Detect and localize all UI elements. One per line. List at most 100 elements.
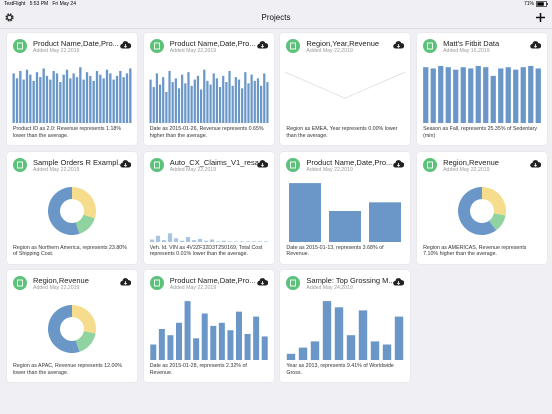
card-icon (423, 157, 438, 172)
bar (201, 313, 208, 360)
status-app: TestFlight (4, 1, 26, 7)
bar (251, 240, 256, 242)
bar (75, 77, 79, 123)
bar (262, 73, 266, 123)
download-button[interactable] (120, 41, 131, 49)
bar (183, 83, 187, 123)
project-card[interactable]: Region,Revenue Added May 22,2019 Region as… (7, 270, 137, 382)
bar (119, 70, 122, 123)
project-card[interactable]: Product Name,Date,Pro... Added May 22,201… (143, 270, 274, 382)
download-button[interactable] (256, 159, 268, 168)
bar (149, 239, 154, 242)
bar (180, 74, 183, 123)
card-caption: Region as Northern America, represents 2… (13, 244, 127, 258)
bar (112, 79, 115, 123)
bar (215, 78, 218, 123)
bar (95, 70, 99, 123)
download-button[interactable] (530, 159, 542, 168)
bar (239, 240, 244, 242)
donut-slice (75, 214, 95, 234)
download-button[interactable] (120, 159, 131, 168)
mini-chart (48, 186, 96, 235)
download-button[interactable] (256, 41, 268, 49)
card-title: Product Name,Date,Pro... (169, 39, 256, 48)
bar (174, 78, 177, 123)
bar (185, 236, 190, 242)
bar (105, 69, 109, 123)
bar (235, 311, 242, 360)
bar (247, 83, 250, 123)
project-card[interactable]: Product Name,Date,Pro... Added May 22,201… (143, 33, 274, 145)
card-caption: Region as AMERICAS, Revenue represents 7… (423, 244, 527, 258)
project-card[interactable]: Region,Year,Revenue Added May 22,2019 Regi… (280, 33, 411, 145)
download-button[interactable] (393, 159, 405, 168)
settings-button[interactable] (4, 12, 15, 23)
bar (32, 80, 35, 123)
bar (261, 336, 268, 360)
download-button[interactable] (393, 41, 405, 49)
card-icon (149, 276, 164, 290)
project-card[interactable]: Sample: Top Grossing M... Added May 24,20… (280, 270, 411, 382)
bar (359, 310, 368, 360)
project-card[interactable]: Sample Orders R Exampl... Added May 22,20… (7, 151, 137, 264)
bar (129, 68, 132, 123)
card-date: Added May 22,2019 (33, 166, 80, 173)
icon-glyph (290, 161, 297, 168)
nav-title: Projects (261, 13, 291, 22)
project-card[interactable]: Matt's Fitbit Data Added May 16,2019 Seaso… (417, 33, 548, 145)
cloud-arrow (260, 162, 264, 167)
bar (167, 232, 172, 242)
card-date: Added May 22,2019 (169, 285, 217, 291)
project-card[interactable]: Auto_CX_Claims_V1_resa... Added May 22,20… (143, 151, 274, 264)
bar (263, 240, 268, 242)
card-date: Added May 22,2019 (306, 48, 353, 54)
card-icon (286, 276, 301, 290)
icon-circle (423, 157, 438, 172)
bar (192, 338, 199, 360)
card-title: Sample: Top Grossing M... (306, 276, 395, 285)
bar (240, 88, 243, 123)
bar (513, 69, 519, 123)
bar (445, 67, 451, 123)
project-card[interactable]: Region,Revenue Added May 22,2019 Region as… (417, 151, 548, 264)
icon-glyph (17, 161, 23, 168)
bar (25, 69, 29, 123)
bar (187, 72, 190, 123)
status-date: Fri May 24 (52, 1, 76, 7)
download-button[interactable] (256, 278, 268, 286)
bar (383, 344, 392, 360)
download-button[interactable] (120, 278, 131, 286)
bar (323, 301, 332, 360)
status-left: TestFlight 5:53 PM Fri May 24 (4, 1, 76, 7)
bar (167, 335, 174, 360)
bar (221, 75, 225, 123)
nav-divider (0, 28, 552, 29)
bar (430, 68, 436, 123)
add-button[interactable] (535, 12, 546, 23)
donut-slice (72, 305, 96, 334)
bar (257, 240, 262, 242)
donut-slice (72, 186, 96, 218)
bar (55, 73, 59, 123)
bar (72, 73, 75, 123)
bar (212, 73, 215, 123)
bar (535, 68, 541, 123)
bar (89, 75, 92, 123)
icon-glyph (290, 42, 297, 50)
download-button[interactable] (530, 41, 542, 49)
project-card[interactable]: Product Name,Date,Pro... Added May 22,201… (7, 33, 137, 145)
bar (62, 74, 65, 123)
status-time: 5:53 PM (29, 1, 49, 7)
download-button[interactable] (393, 278, 405, 286)
card-title: Matt's Fitbit Data (443, 39, 500, 48)
card-title: Region,Revenue (443, 157, 499, 167)
project-card[interactable]: Product Name,Date,Pro... Added May 22,201… (280, 151, 411, 264)
cloud-arrow (397, 44, 401, 48)
cloud-arrow (397, 162, 401, 167)
card-icon (286, 157, 301, 172)
bar (231, 85, 234, 123)
icon-circle (423, 39, 438, 53)
bar (179, 240, 184, 242)
cloud-arrow (534, 162, 538, 167)
card-caption: Date as 2015-01-13, represents 3.68% of … (286, 244, 384, 258)
